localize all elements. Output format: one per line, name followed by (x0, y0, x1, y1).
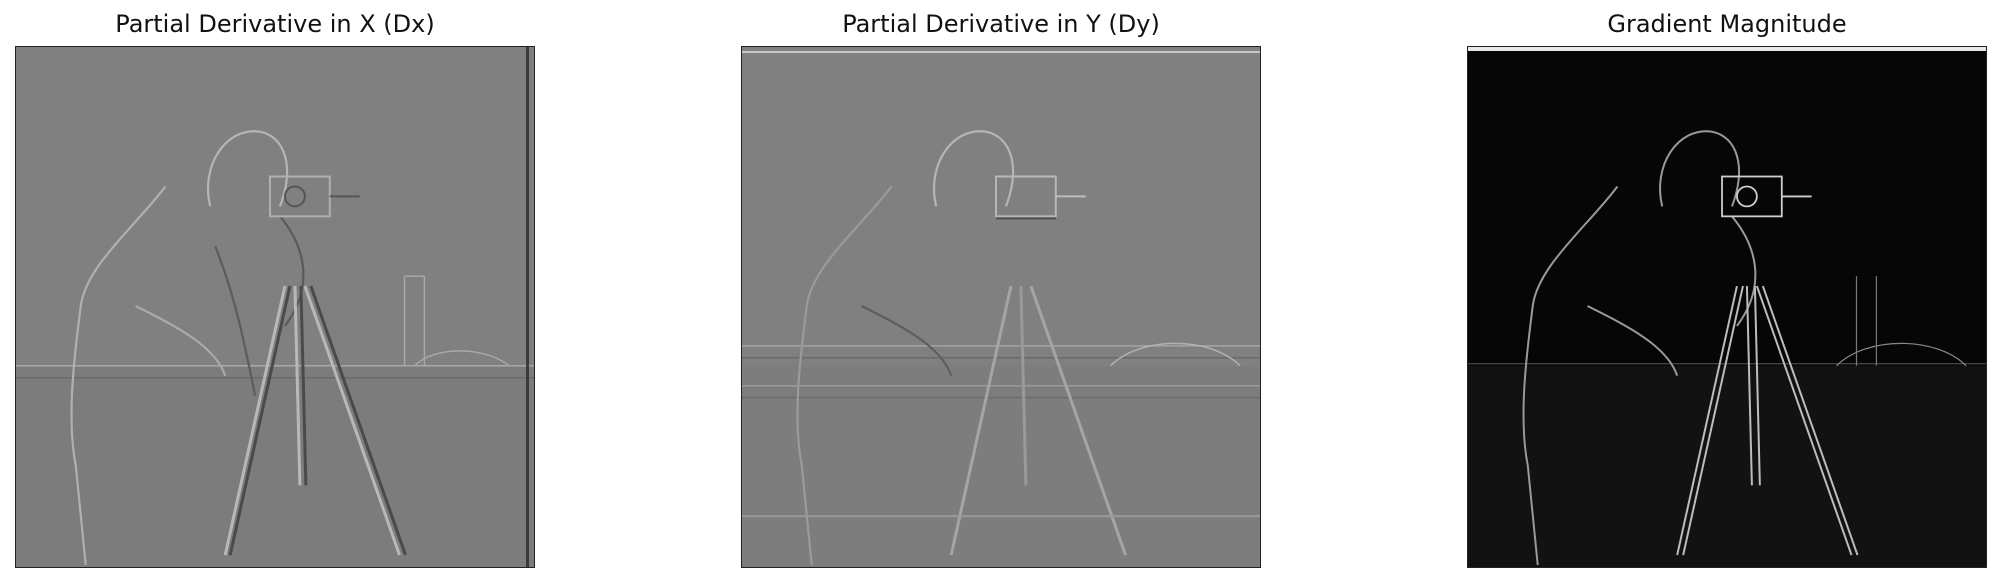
gradient-magnitude-image-panel (1467, 46, 1987, 568)
panel-title-magnitude: Gradient Magnitude (1607, 10, 1847, 38)
panel-title-dx: Partial Derivative in X (Dx) (115, 10, 435, 38)
dx-image-panel (15, 46, 535, 568)
dx-image (16, 47, 534, 567)
dy-image (742, 47, 1260, 567)
dy-image-panel (741, 46, 1261, 568)
gradient-magnitude-image (1468, 47, 1986, 567)
panel-title-dy: Partial Derivative in Y (Dy) (842, 10, 1160, 38)
